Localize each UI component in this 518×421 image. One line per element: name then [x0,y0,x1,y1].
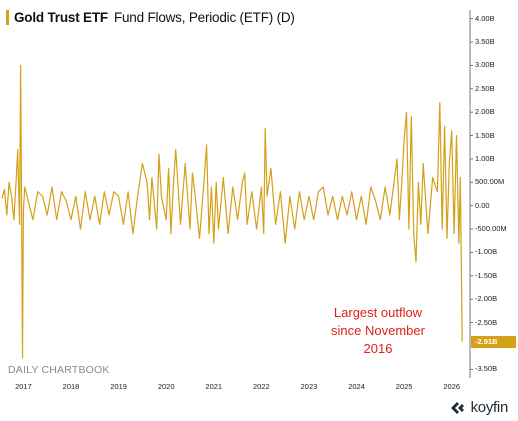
y-tick-label: 1.00B [475,153,495,163]
x-tick-label: 2017 [15,382,32,391]
source-label: DAILY CHARTBOOK [8,364,110,376]
x-tick-label: 2019 [110,382,127,391]
y-tick-label: -2.00B [475,294,498,304]
y-tick-label: -500.00M [475,224,507,234]
x-tick-label: 2020 [157,382,175,391]
y-tick-label: 3.50B [475,37,495,47]
y-tick-label: -2.50B [475,317,498,327]
y-tick-label: 4.00B [475,13,495,23]
x-tick-label: 2018 [62,382,80,391]
series-line [1,64,463,359]
x-tick-label: 2026 [443,382,461,391]
koyfin-logo-icon [450,401,464,414]
x-tick-label: 2025 [395,382,413,391]
x-tick-label: 2024 [348,382,365,391]
annotation-line: 2016 [363,341,393,356]
y-tick-label: 2.00B [475,107,495,117]
brand: koyfin [450,399,508,416]
y-tick-label: 500.00M [475,177,505,187]
y-tick-label: 2.50B [475,83,495,93]
outflow-annotation: Largest outflow since November 2016 [324,304,432,358]
annotation-line: since November [331,323,425,338]
last-value-badge: -2.91B [471,335,516,348]
chart-title-name: Gold Trust ETF [14,9,108,25]
chart-title-subtitle: Fund Flows, Periodic (ETF) (D) [113,9,295,25]
annotation-line: Largest outflow [333,305,423,320]
x-tick-label: 2023 [300,382,318,391]
chart-marks [1,10,473,378]
y-tick-label: -1.50B [475,270,498,280]
brand-name: koyfin [470,399,509,416]
y-tick-label: -1.00B [475,247,498,257]
x-tick-label: 2022 [253,382,270,391]
y-tick-label: 0.00 [475,200,490,210]
y-tick-label: -3.50B [475,364,498,374]
y-tick-label: 3.00B [475,60,495,70]
x-tick-label: 2021 [205,382,223,391]
series-swatch [6,9,9,25]
chart-title: Gold Trust ETF Fund Flows, Periodic (ETF… [6,8,295,26]
y-tick-label: 1.50B [475,130,495,140]
